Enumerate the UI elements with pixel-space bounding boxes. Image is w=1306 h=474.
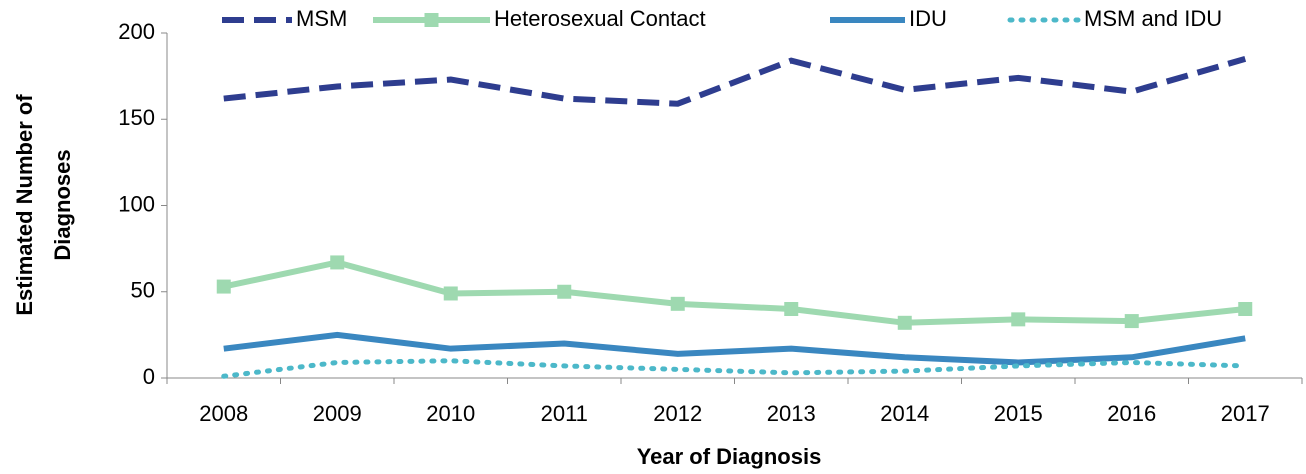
x-tick-label: 2015 [994,401,1043,426]
x-tick-label: 2008 [199,401,248,426]
y-axis-label-line: Estimated Number of [12,94,37,316]
marker [897,315,912,330]
y-tick-label: 0 [143,364,155,389]
marker [1124,314,1139,329]
y-tick-label: 150 [118,105,155,130]
marker [443,286,458,301]
marker [1011,312,1026,327]
x-tick-label: 2012 [653,401,702,426]
y-tick-label: 50 [131,278,155,303]
marker [216,279,231,294]
y-tick-label: 100 [118,191,155,216]
legend-marker [424,13,439,27]
series-line [223,331,1246,366]
series-line [221,358,1248,379]
x-tick-label: 2013 [767,401,816,426]
marker [784,302,799,316]
series-line [223,55,1247,107]
x-tick-label: 2014 [880,401,929,426]
marker [557,284,572,299]
x-tick-label: 2011 [541,401,588,426]
y-axis-label-line: Diagnoses [50,149,75,260]
marker [1238,302,1253,316]
series-line [223,259,1246,326]
legend-label: MSM [296,6,347,31]
marker [330,255,345,270]
marker [670,296,685,311]
legend-label: MSM and IDU [1084,6,1222,31]
x-tick-label: 2017 [1221,401,1270,426]
y-tick-label: 200 [118,19,155,44]
y-axis-label: Estimated Number of Diagnoses [12,94,75,316]
x-tick-label: 2010 [426,401,475,426]
x-axis-label: Year of Diagnosis [637,444,822,469]
legend-label: IDU [909,6,947,31]
x-tick-label: 2016 [1107,401,1156,426]
legend-label: Heterosexual Contact [494,6,706,31]
x-tick-label: 2009 [313,401,362,426]
